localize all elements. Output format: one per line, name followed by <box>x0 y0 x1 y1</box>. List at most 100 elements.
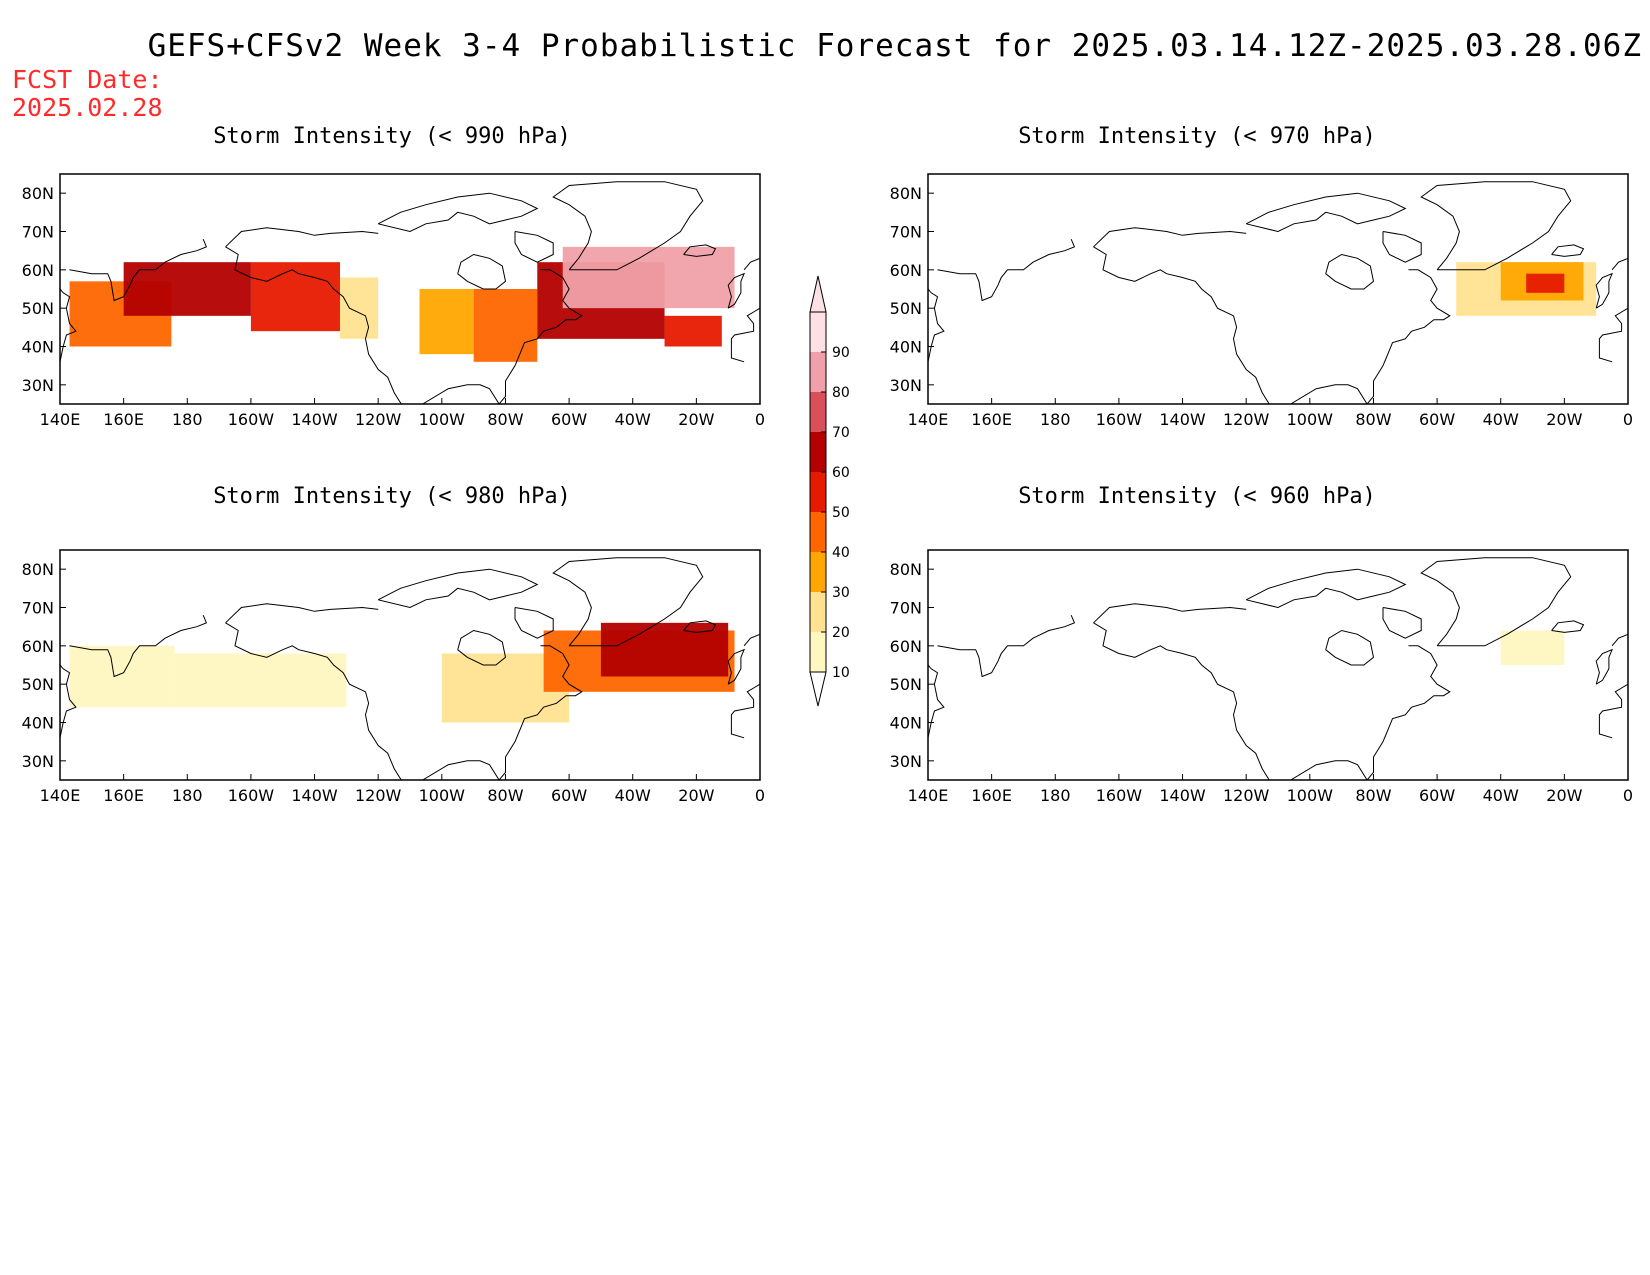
x-tick-label: 80W <box>1355 410 1391 429</box>
x-tick-label: 20W <box>1546 410 1582 429</box>
coastline <box>928 664 945 738</box>
coastline <box>1093 227 1247 248</box>
x-tick-label: 160W <box>228 410 275 429</box>
y-tick-label: 30N <box>22 376 54 395</box>
coastline <box>69 615 208 678</box>
coastline <box>1325 629 1375 666</box>
colorbar-segment <box>810 592 826 632</box>
coastline <box>1598 683 1628 739</box>
x-tick-label: 60W <box>551 786 587 805</box>
panel-title-970: Storm Intensity (< 970 hPa) <box>1018 124 1376 149</box>
x-tick-label: 180 <box>172 410 203 429</box>
coastline <box>1382 231 1422 263</box>
coastline <box>928 288 945 362</box>
coastline <box>420 384 500 404</box>
probability-cell <box>473 289 538 362</box>
coastline <box>1611 633 1628 647</box>
x-tick-label: 140W <box>291 410 338 429</box>
coastline <box>727 272 746 309</box>
x-tick-label: 140W <box>1159 786 1206 805</box>
map-content <box>928 181 1628 404</box>
x-tick-label: 20W <box>678 786 714 805</box>
coastline <box>1366 645 1451 780</box>
coastline <box>225 622 402 780</box>
coastline <box>1611 257 1628 271</box>
coastline <box>514 607 554 639</box>
x-tick-label: 120W <box>1223 410 1270 429</box>
x-tick-label: 160E <box>971 410 1012 429</box>
coastline <box>225 227 379 248</box>
colorbar-segment <box>810 352 826 392</box>
y-tick-label: 60N <box>22 637 54 656</box>
map-panel-p970: 140E 160E 180 160W 140W 120W 100W 80W 60W 40W 20W 0… <box>890 173 1633 429</box>
x-tick-label: 180 <box>1040 410 1071 429</box>
coastline <box>1595 272 1614 309</box>
y-tick-label: 50N <box>22 675 54 694</box>
y-tick-label: 30N <box>890 376 922 395</box>
map-panel-p960: 140E 160E 180 160W 140W 120W 100W 80W 60W 40W 20W 0… <box>890 549 1633 805</box>
colorbar-tick-label: 80 <box>832 385 850 401</box>
colorbar-segment <box>810 472 826 512</box>
probability-cell <box>69 645 175 708</box>
coastline <box>225 603 379 624</box>
coastline <box>937 239 1076 302</box>
y-tick-label: 30N <box>22 752 54 771</box>
x-tick-label: 60W <box>1419 410 1455 429</box>
x-tick-label: 160E <box>971 786 1012 805</box>
coastline <box>1595 648 1614 685</box>
colorbar-segment <box>810 512 826 552</box>
y-tick-label: 50N <box>890 675 922 694</box>
coastline <box>60 664 77 738</box>
probability-cell <box>600 622 729 677</box>
x-tick-label: 80W <box>1355 786 1391 805</box>
colorbar-tick-label: 60 <box>832 465 850 481</box>
y-tick-label: 50N <box>22 299 54 318</box>
panel-title-980: Storm Intensity (< 980 hPa) <box>213 484 571 509</box>
x-tick-label: 140E <box>908 786 949 805</box>
x-tick-label: 100W <box>419 786 466 805</box>
x-tick-label: 80W <box>487 786 523 805</box>
colorbar-segment <box>810 552 826 592</box>
probability-cell <box>419 289 474 355</box>
coastline <box>1420 557 1572 647</box>
coastline <box>730 307 760 363</box>
probability-cell <box>562 246 735 309</box>
x-tick-label: 120W <box>355 786 402 805</box>
x-tick-label: 180 <box>1040 786 1071 805</box>
colorbar-tick-label: 10 <box>832 665 850 681</box>
coastline <box>743 257 760 271</box>
colorbar-tick-label: 30 <box>832 585 850 601</box>
x-tick-label: 20W <box>1546 786 1582 805</box>
x-tick-label: 80W <box>487 410 523 429</box>
y-tick-label: 30N <box>890 752 922 771</box>
y-tick-label: 70N <box>22 599 54 618</box>
coastline <box>743 633 760 647</box>
map-panel-p980: 140E 160E 180 160W 140W 120W 100W 80W 60W 40W 20W 0… <box>22 549 765 805</box>
colorbar-segment <box>810 632 826 672</box>
coastline <box>457 629 507 666</box>
x-tick-label: 60W <box>551 410 587 429</box>
probability-cell <box>1526 273 1565 293</box>
forecast-date-block: FCST Date: 2025.02.28 <box>12 66 163 122</box>
y-tick-label: 60N <box>22 261 54 280</box>
y-tick-label: 70N <box>890 223 922 242</box>
map-frame <box>927 549 1629 781</box>
coastline <box>1093 603 1247 624</box>
colorbar-tick-label: 40 <box>832 545 850 561</box>
colorbar-upper-cap <box>809 275 827 313</box>
y-tick-label: 40N <box>22 338 54 357</box>
colorbar-segment <box>810 432 826 472</box>
y-tick-label: 80N <box>890 560 922 579</box>
y-tick-label: 80N <box>22 560 54 579</box>
colorbar-tick-label: 90 <box>832 345 850 361</box>
y-tick-label: 80N <box>890 184 922 203</box>
colorbar-segment <box>810 392 826 432</box>
x-tick-label: 20W <box>678 410 714 429</box>
x-tick-label: 120W <box>1223 786 1270 805</box>
x-tick-label: 160W <box>1096 410 1143 429</box>
y-tick-label: 50N <box>890 299 922 318</box>
x-tick-label: 40W <box>615 786 651 805</box>
coastline <box>498 269 583 404</box>
coastline <box>60 288 77 362</box>
